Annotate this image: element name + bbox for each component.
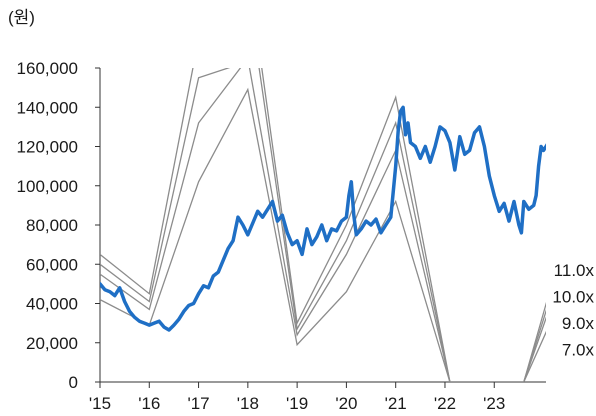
y-axis-unit-label: (원): [8, 8, 35, 27]
y-tick-label: 140,000: [17, 98, 78, 117]
x-tick-label: '16: [138, 394, 160, 413]
y-tick-label: 60,000: [26, 255, 78, 274]
band-label: 10.0x: [552, 288, 594, 307]
band-label: 7.0x: [562, 341, 595, 360]
x-axis: '15 '16 '17 '18 '19 '20 '21 '22 '23: [89, 381, 546, 413]
y-tick-label: 100,000: [17, 177, 78, 196]
x-tick-label: '17: [187, 394, 209, 413]
y-tick-label: 120,000: [17, 138, 78, 157]
band-line-3: [100, 87, 546, 382]
x-tick-label: '18: [237, 394, 259, 413]
y-axis: 0 20,000 40,000 60,000 80,000 100,000 120,000 1…: [17, 59, 101, 392]
x-tick-label: '19: [286, 394, 308, 413]
band-line-2: [100, 68, 546, 382]
band-label: 11.0x: [554, 261, 595, 280]
price-line-0: [100, 105, 546, 332]
y-tick-label: 80,000: [26, 216, 78, 235]
x-tick-label: '23: [483, 394, 505, 413]
band-labels: 11.0x 10.0x 9.0x 7.0x: [552, 261, 594, 360]
y-tick-label: 0: [69, 373, 78, 392]
valuation-bands: [100, 68, 546, 382]
y-tick-label: 40,000: [26, 295, 78, 314]
x-tick-label: '20: [335, 394, 357, 413]
price-series: [100, 105, 546, 332]
x-tick-label: '15: [89, 394, 111, 413]
y-tick-label: 160,000: [17, 59, 78, 78]
x-tick-label: '21: [385, 394, 407, 413]
y-tick-label: 20,000: [26, 334, 78, 353]
x-tick-label: '22: [434, 394, 456, 413]
band-line-1: [100, 68, 546, 382]
band-line-0: [100, 68, 546, 382]
band-label: 9.0x: [562, 314, 595, 333]
